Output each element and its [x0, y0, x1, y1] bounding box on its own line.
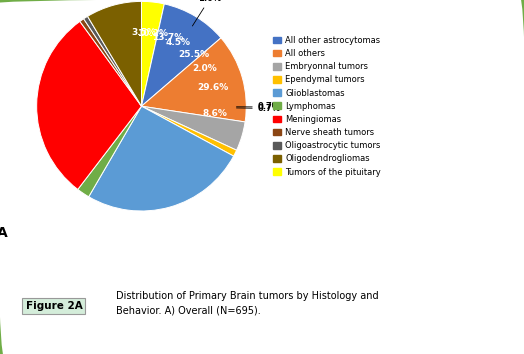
Text: A: A — [0, 226, 8, 240]
Text: 4.5%: 4.5% — [165, 38, 190, 47]
Wedge shape — [80, 19, 141, 106]
Text: 0.7%: 0.7% — [236, 102, 281, 112]
Text: 2.0%: 2.0% — [192, 64, 217, 73]
Text: 10.2%: 10.2% — [137, 29, 168, 38]
Text: 25.5%: 25.5% — [178, 50, 210, 59]
Wedge shape — [141, 106, 245, 150]
Wedge shape — [88, 1, 141, 106]
Wedge shape — [89, 106, 234, 211]
Wedge shape — [141, 106, 236, 156]
Wedge shape — [37, 21, 141, 189]
Legend: All other astrocytomas, All others, Embryonnal tumors, Ependymal tumors, Gliobla: All other astrocytomas, All others, Embr… — [272, 34, 383, 178]
Text: Distribution of Primary Brain tumors by Histology and
Behavior. A) Overall (N=69: Distribution of Primary Brain tumors by … — [116, 291, 379, 315]
Text: 13.7%: 13.7% — [151, 33, 183, 42]
Text: 0.7%: 0.7% — [236, 104, 281, 113]
Text: 3.5%: 3.5% — [132, 28, 156, 38]
Text: 8.6%: 8.6% — [202, 109, 227, 118]
Text: Figure 2A: Figure 2A — [26, 301, 82, 311]
Wedge shape — [78, 106, 141, 197]
Wedge shape — [141, 1, 165, 106]
Wedge shape — [141, 38, 246, 122]
Text: 1.0%: 1.0% — [192, 0, 222, 26]
Text: 29.6%: 29.6% — [197, 83, 228, 92]
Wedge shape — [141, 4, 221, 106]
Wedge shape — [84, 16, 141, 106]
